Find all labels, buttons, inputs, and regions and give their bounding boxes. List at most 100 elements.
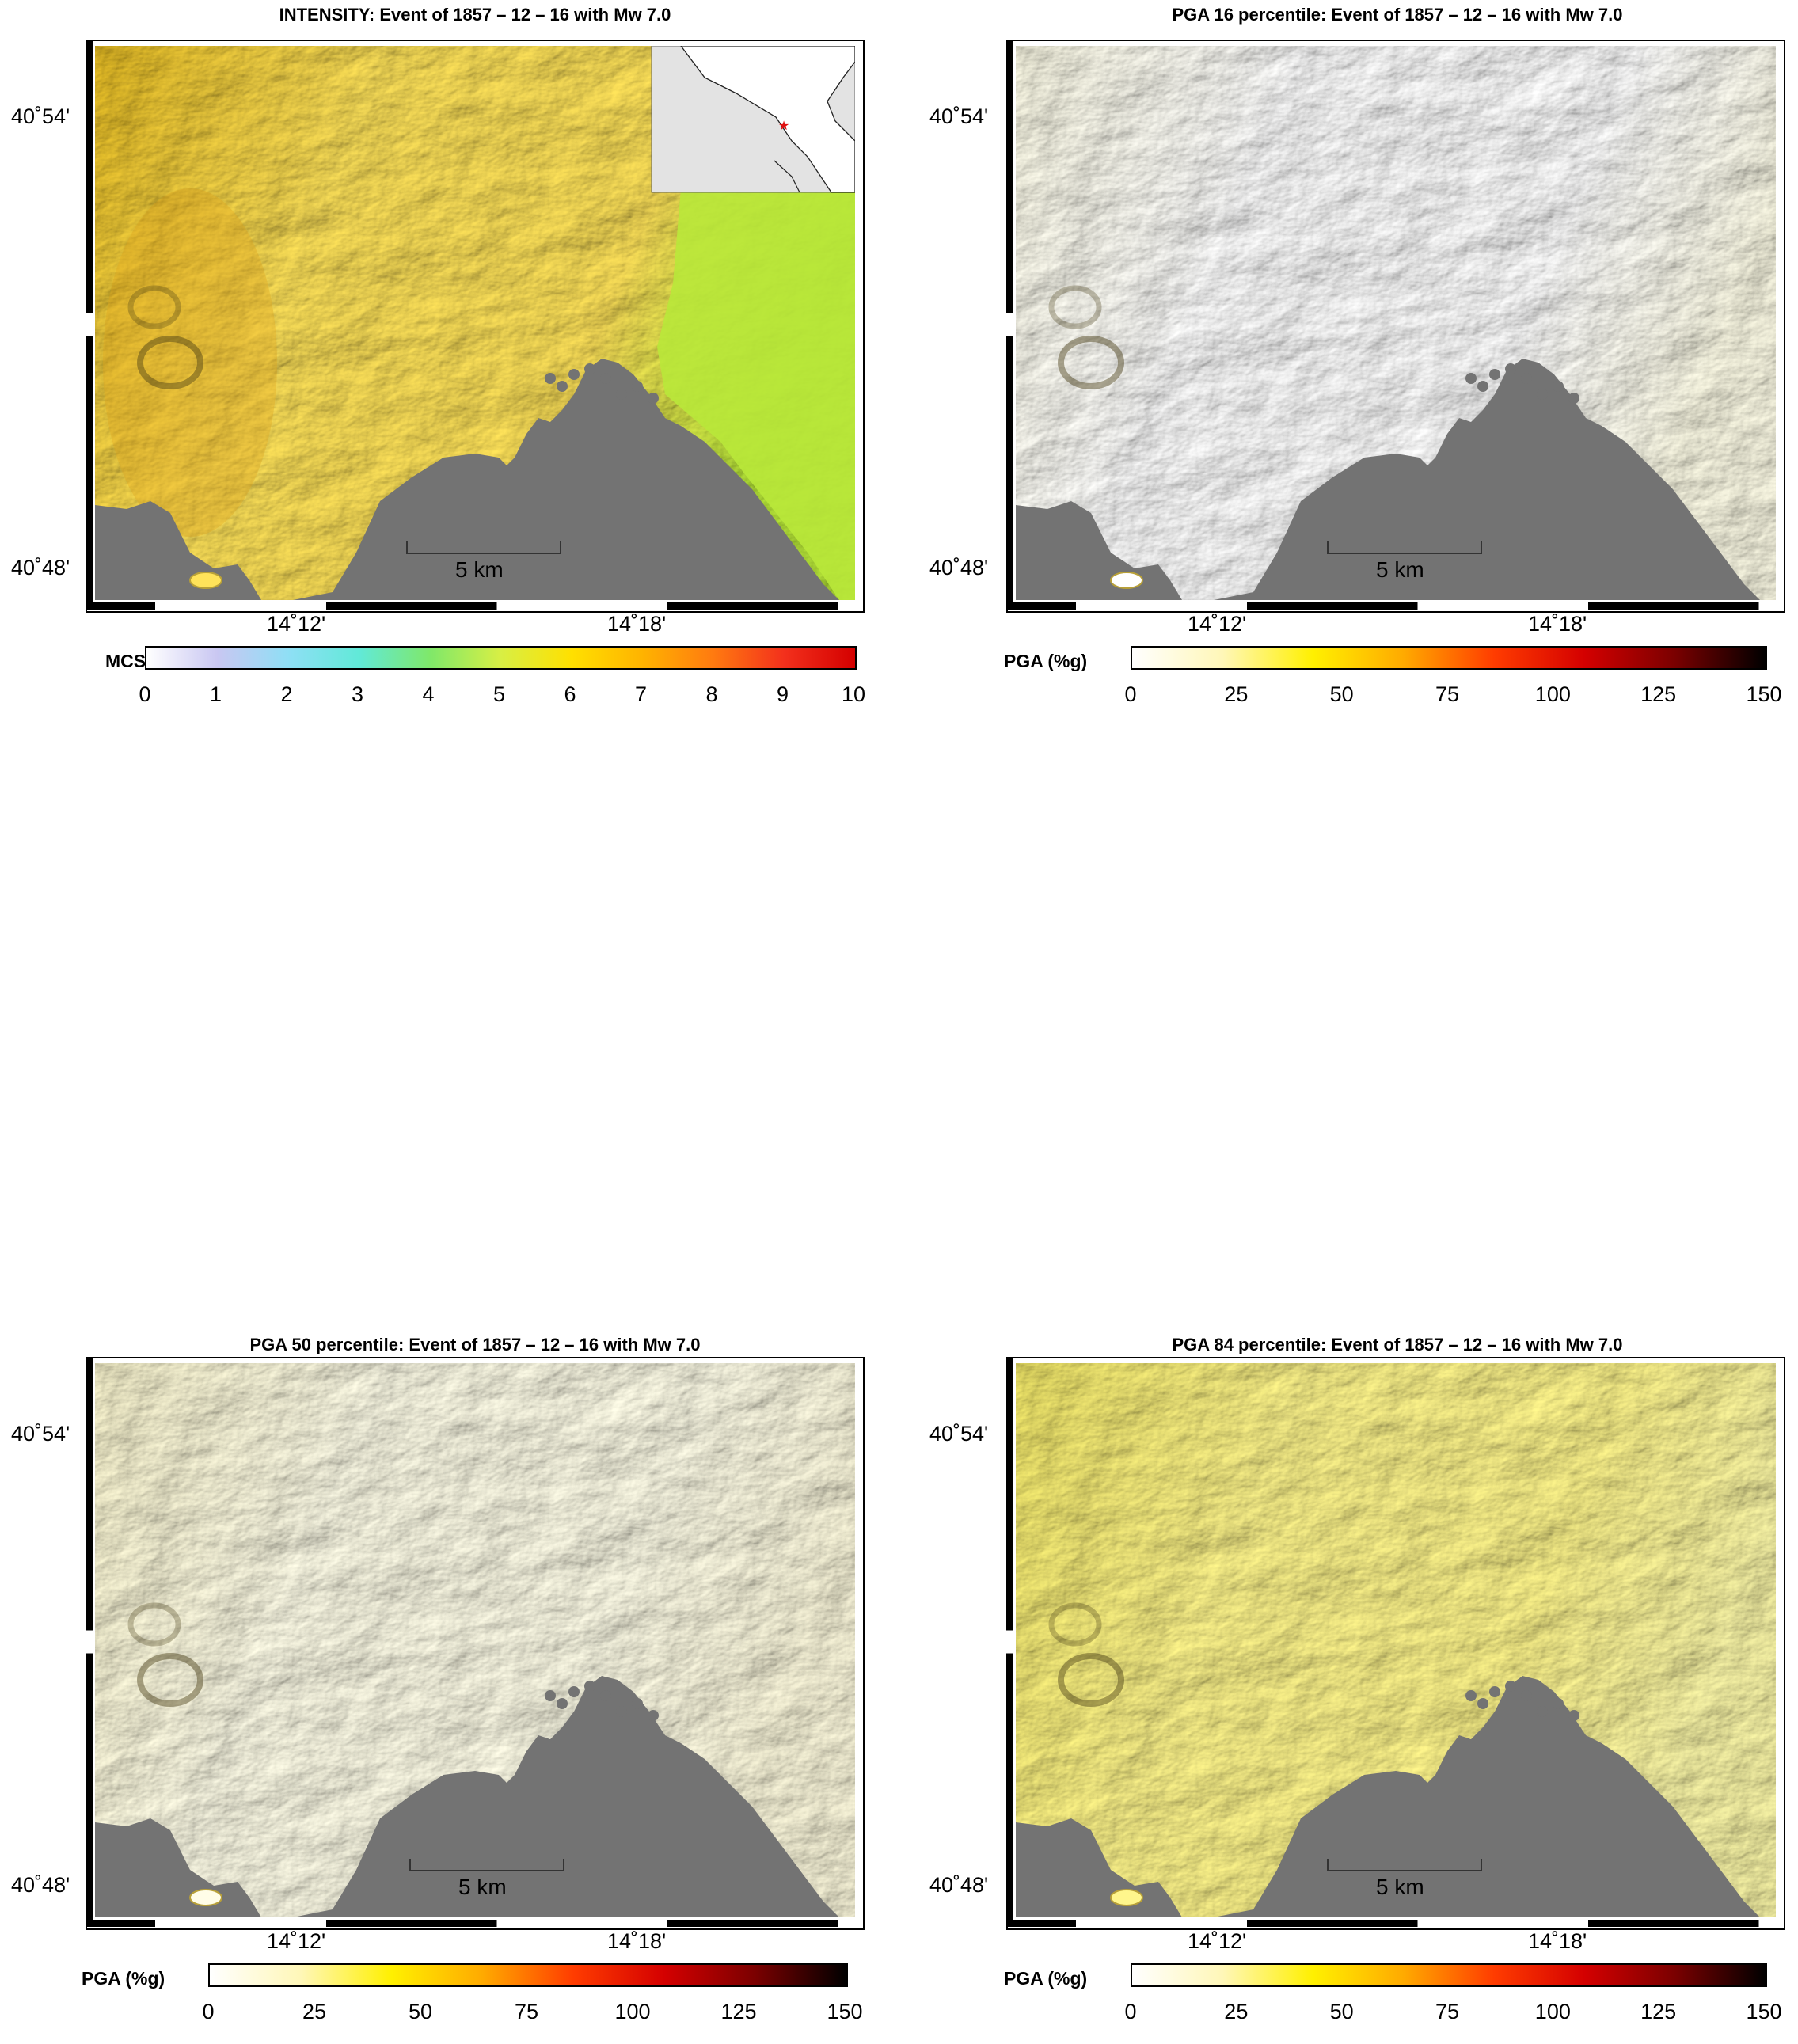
- longitude-label: 14˚12': [267, 612, 326, 636]
- colorbar-tick-label: 8: [705, 682, 718, 706]
- crater-ring: [127, 1602, 181, 1647]
- colorbar-tick-label: 150: [1746, 2000, 1782, 2023]
- latitude-label: 40˚48': [11, 1873, 70, 1897]
- coast-inlet: [568, 369, 580, 380]
- coast-inlet: [545, 373, 556, 384]
- coast-inlet: [584, 363, 595, 374]
- sea-area: [1016, 359, 1760, 600]
- island: [1110, 1889, 1143, 1906]
- panel-title: PGA 16 percentile: Event of 1857 – 12 – …: [1172, 5, 1623, 25]
- colorbar-tick-label: 150: [1746, 682, 1782, 706]
- coast-inlet: [1521, 1690, 1532, 1701]
- longitude-label: 14˚18': [1528, 1929, 1587, 1953]
- colorbar-tick-label: 4: [422, 682, 435, 706]
- colorbar-tick-label: 25: [1224, 682, 1249, 706]
- longitude-label: 14˚12': [1188, 1929, 1247, 1953]
- colorbar-tick-label: 25: [302, 2000, 327, 2023]
- map-panel-pga16: PGA 16 percentile: Event of 1857 – 12 – …: [899, 0, 1798, 1021]
- coast-inlet: [568, 1686, 580, 1697]
- latitude-label: 40˚48': [929, 1873, 989, 1897]
- scale-bar: [406, 541, 561, 554]
- island: [1110, 572, 1143, 589]
- colorbar: [145, 646, 857, 670]
- coast-inlet: [1477, 1698, 1488, 1709]
- colorbar-tick-label: 75: [514, 2000, 539, 2023]
- colorbar-tick-label: 100: [1534, 2000, 1571, 2023]
- colorbar-tick-label: 0: [202, 2000, 215, 2023]
- scale-bar: [1327, 541, 1482, 554]
- frame-tick-bottom: [1006, 602, 1782, 610]
- coast-inlet: [648, 393, 659, 404]
- coast-inlet: [1568, 1710, 1579, 1721]
- island: [189, 1889, 222, 1906]
- coast-inlet: [632, 1698, 643, 1709]
- coast-inlet: [616, 389, 627, 400]
- coast-inlet: [648, 1710, 659, 1721]
- latitude-label: 40˚54': [929, 1422, 989, 1446]
- intensity-zone-west: [103, 188, 277, 537]
- coast-inlet: [1505, 363, 1516, 374]
- colorbar-tick-label: 50: [408, 2000, 433, 2023]
- latitude-label: 40˚54': [11, 104, 70, 128]
- latitude-label: 40˚54': [929, 104, 989, 128]
- crater-ring: [127, 285, 181, 329]
- coast-inlet: [1465, 1690, 1477, 1701]
- sea-area: [95, 1676, 839, 1917]
- scale-bar-label: 5 km: [458, 1875, 507, 1899]
- scale-bar-label: 5 km: [455, 557, 504, 582]
- longitude-label: 14˚12': [267, 1929, 326, 1953]
- sea-area: [95, 359, 839, 600]
- coast-inlet: [1537, 389, 1548, 400]
- scale-bar-label: 5 km: [1376, 557, 1424, 582]
- colorbar-tick-label: 5: [492, 682, 506, 706]
- colorbar: [208, 1963, 848, 1987]
- frame-tick-left: [86, 1357, 93, 1927]
- colorbar-title: PGA (%g): [82, 1968, 165, 1989]
- coast-inlet: [1537, 1706, 1548, 1717]
- crater-ring: [137, 1653, 203, 1707]
- coast-inlet: [1465, 373, 1477, 384]
- scale-bar-label: 5 km: [1376, 1875, 1424, 1899]
- colorbar-tick-label: 125: [1640, 2000, 1677, 2023]
- coast-inlet: [557, 1698, 568, 1709]
- coast-inlet: [1568, 393, 1579, 404]
- frame-tick-bottom: [1006, 1920, 1782, 1927]
- hillshade-map[interactable]: [1016, 1363, 1776, 1917]
- scale-bar: [1327, 1859, 1482, 1871]
- coast-inlet: [1489, 369, 1500, 380]
- panel-title: PGA 84 percentile: Event of 1857 – 12 – …: [1172, 1335, 1623, 1354]
- scale-bar: [409, 1859, 564, 1871]
- hillshade-map[interactable]: [1016, 46, 1776, 600]
- colorbar-tick-label: 150: [827, 2000, 863, 2023]
- colorbar: [1131, 1963, 1767, 1987]
- colorbar-tick-label: 125: [1640, 682, 1677, 706]
- coast-inlet: [1477, 381, 1488, 392]
- crater-ring: [1058, 336, 1124, 389]
- longitude-label: 14˚18': [1528, 612, 1587, 636]
- hillshade-map[interactable]: [95, 1363, 855, 1917]
- latitude-label: 40˚48': [929, 556, 989, 579]
- coast-inlet: [1521, 373, 1532, 384]
- coast-inlet: [1553, 381, 1564, 392]
- coast-inlet: [1553, 1698, 1564, 1709]
- coast-inlet: [600, 1690, 611, 1701]
- colorbar-tick-label: 75: [1435, 682, 1460, 706]
- panel-title: PGA 50 percentile: Event of 1857 – 12 – …: [249, 1335, 701, 1354]
- island: [189, 572, 222, 589]
- hillshade-map[interactable]: ★: [95, 46, 855, 600]
- colorbar-tick-label: 1: [209, 682, 222, 706]
- frame-tick-left: [1006, 40, 1013, 610]
- colorbar-tick-label: 125: [720, 2000, 757, 2023]
- crater-ring: [1058, 1653, 1124, 1707]
- colorbar-title: MCS: [105, 651, 146, 671]
- panel-title: INTENSITY: Event of 1857 – 12 – 16 with …: [279, 5, 671, 25]
- epicenter-star-icon: ★: [778, 120, 789, 133]
- latitude-label: 40˚54': [11, 1422, 70, 1446]
- frame-tick-bottom: [86, 602, 861, 610]
- colorbar-tick-label: 100: [1534, 682, 1571, 706]
- longitude-label: 14˚12': [1188, 612, 1247, 636]
- intensity-zone-east: [657, 188, 855, 600]
- frame-tick-left: [1006, 1357, 1013, 1927]
- latitude-label: 40˚48': [11, 556, 70, 579]
- map-panel-pga50: PGA 50 percentile: Event of 1857 – 12 – …: [0, 1330, 899, 2044]
